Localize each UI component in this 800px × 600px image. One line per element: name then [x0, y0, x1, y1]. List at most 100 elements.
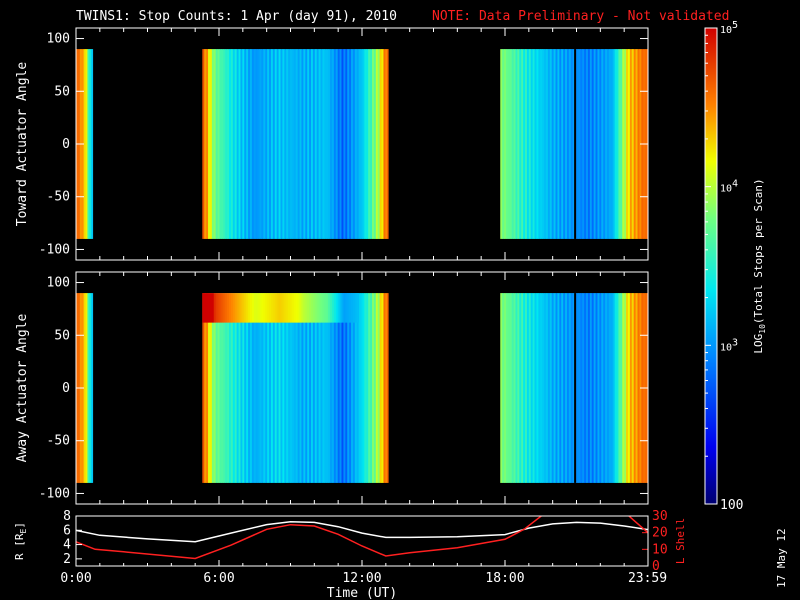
- heatmap-enhanced-band: [213, 293, 217, 323]
- heatmap-enhanced-band: [251, 293, 255, 323]
- heatmap-enhanced-band: [307, 293, 310, 323]
- heatmap-column: [232, 293, 236, 483]
- right-y-tick-label: 30: [652, 509, 668, 524]
- colorbar-tick-label: 100: [720, 498, 743, 513]
- heatmap-column: [333, 49, 337, 239]
- heatmap-column: [534, 293, 537, 483]
- heatmap-column: [328, 49, 331, 239]
- heatmap-column: [310, 293, 314, 483]
- heatmap-enhanced-band: [333, 293, 337, 323]
- left-y-tick-label: 2: [63, 552, 71, 567]
- heatmap-enhanced-band: [236, 293, 239, 323]
- heatmap-column: [519, 49, 522, 239]
- heatmap-column: [223, 49, 226, 239]
- heatmap-column: [301, 293, 304, 483]
- heatmap-column: [610, 49, 614, 239]
- heatmap-enhanced-band: [242, 293, 245, 323]
- heatmap-enhanced-band: [293, 293, 297, 323]
- heatmap-column: [339, 293, 342, 483]
- heatmap-column: [366, 49, 369, 239]
- heatmap-column: [230, 49, 234, 239]
- heatmap-column: [381, 49, 384, 239]
- heatmap-enhanced-band: [309, 293, 312, 323]
- heatmap-column: [209, 49, 213, 239]
- heatmap-enhanced-band: [312, 293, 316, 323]
- heatmap-column: [318, 49, 321, 239]
- heatmap-column: [358, 49, 361, 239]
- heatmap-column: [270, 293, 274, 483]
- heatmap-column: [517, 293, 520, 483]
- heatmap-enhanced-band: [297, 293, 300, 323]
- heatmap-column: [322, 293, 325, 483]
- heatmap-column: [519, 293, 522, 483]
- heatmap-column: [286, 49, 289, 239]
- heatmap-column: [523, 293, 526, 483]
- heatmap-column: [532, 293, 535, 483]
- heatmap-column: [339, 49, 342, 239]
- heatmap-column: [85, 293, 88, 483]
- heatmap-column: [234, 293, 238, 483]
- heatmap-enhanced-band: [299, 293, 302, 323]
- heatmap-column: [242, 49, 245, 239]
- heatmap-enhanced-band: [255, 293, 259, 323]
- heatmap-column: [343, 49, 346, 239]
- heatmap-column: [221, 49, 224, 239]
- heatmap-column: [290, 49, 293, 239]
- heatmap-column: [629, 49, 633, 239]
- heatmap-column: [341, 293, 344, 483]
- heatmap-column: [566, 293, 570, 483]
- colorbar-label: LOG10(Total Stops per Scan): [752, 178, 767, 353]
- heatmap-enhanced-band: [284, 293, 287, 323]
- y-tick-label: 50: [54, 84, 70, 99]
- heatmap-column: [297, 293, 300, 483]
- heatmap-column: [211, 49, 215, 239]
- heatmap-column: [509, 293, 513, 483]
- heatmap-column: [251, 49, 255, 239]
- heatmap-column: [278, 293, 281, 483]
- heatmap-column: [206, 49, 209, 239]
- tick-exp: 5: [732, 20, 738, 31]
- heatmap-column: [352, 49, 356, 239]
- heatmap-column: [368, 49, 371, 239]
- heatmap-column: [584, 293, 587, 483]
- heatmap-column: [517, 49, 520, 239]
- y-tick-label: 100: [47, 276, 70, 291]
- heatmap-column: [521, 293, 524, 483]
- heatmap-column: [261, 49, 264, 239]
- heatmap-column: [236, 49, 239, 239]
- heatmap-enhanced-band: [246, 293, 249, 323]
- preliminary-note: NOTE: Data Preliminary - Not validated: [432, 9, 729, 24]
- heatmap-column: [608, 49, 612, 239]
- heatmap-column: [515, 293, 518, 483]
- heatmap-column: [270, 49, 274, 239]
- heatmap-column: [526, 49, 530, 239]
- heatmap-column: [356, 49, 360, 239]
- colorbar-label-sub: 10: [758, 324, 767, 334]
- heatmap-column: [375, 293, 379, 483]
- heatmap-column: [232, 49, 236, 239]
- heatmap-column: [544, 49, 547, 239]
- heatmap-column: [557, 293, 560, 483]
- heatmap-column: [354, 49, 358, 239]
- heatmap-column: [272, 293, 276, 483]
- heatmap-column: [204, 49, 207, 239]
- heatmap-column: [593, 293, 596, 483]
- heatmap-column: [627, 49, 631, 239]
- heatmap-column: [316, 49, 320, 239]
- heatmap-enhanced-band: [305, 293, 308, 323]
- heatmap-enhanced-band: [276, 293, 279, 323]
- heatmap-column: [282, 293, 285, 483]
- heatmap-column: [385, 49, 388, 239]
- heatmap-column: [251, 293, 255, 483]
- heatmap-column: [610, 293, 614, 483]
- heatmap-column: [278, 49, 281, 239]
- heatmap-column: [635, 49, 638, 239]
- heatmap-column: [354, 293, 358, 483]
- heatmap-column: [202, 49, 205, 239]
- heatmap-enhanced-band: [209, 293, 213, 323]
- heatmap-column: [637, 293, 640, 483]
- heatmap-column: [204, 293, 207, 483]
- heatmap-column: [578, 293, 581, 483]
- heatmap-column: [614, 293, 617, 483]
